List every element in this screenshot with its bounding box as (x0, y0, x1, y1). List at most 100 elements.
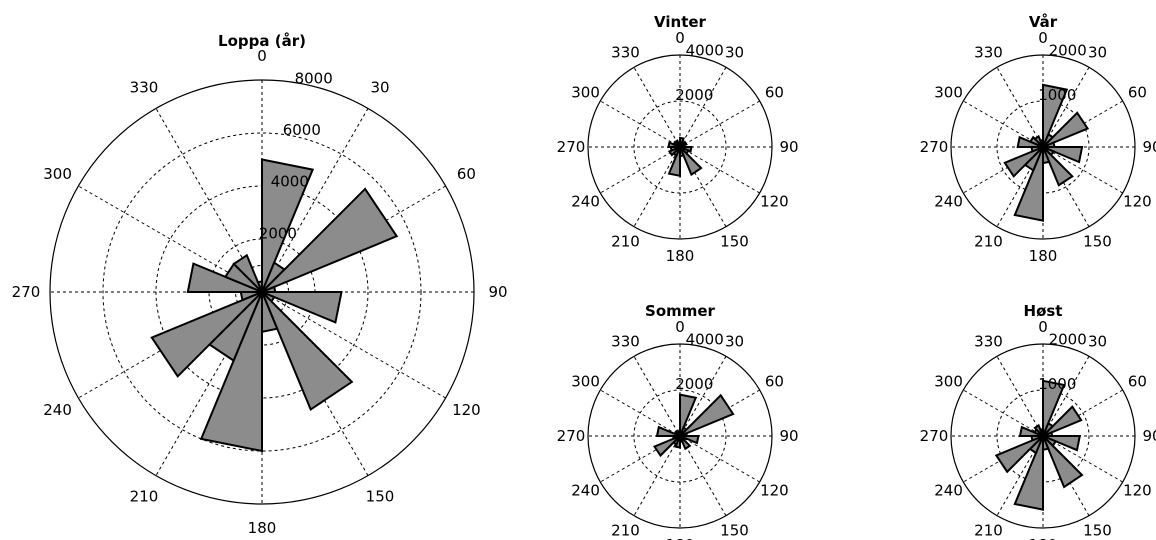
polar-chart-4: 0 30 60 90 120 150 180 210 240 270 300 330 1000 2000 H… (920, 302, 1156, 540)
angle-tick-label: 240 (934, 482, 963, 500)
angle-tick-label: 300 (934, 373, 963, 391)
angle-tick-label: 0 (257, 47, 267, 65)
histogram-wedge (679, 435, 692, 451)
angle-tick-label: 180 (1029, 247, 1058, 265)
angle-tick-label: 240 (934, 193, 963, 211)
histogram-wedge (679, 146, 703, 177)
histogram-wedge (1042, 405, 1083, 437)
angle-tick-label: 300 (934, 84, 963, 102)
angle-tick-label: 120 (1123, 193, 1152, 211)
angle-tick-label: 150 (720, 232, 749, 250)
radial-tick-label: 8000 (295, 69, 333, 87)
angle-tick-label: 300 (43, 165, 72, 183)
histogram-wedge (261, 158, 315, 293)
angle-tick-label: 60 (1128, 373, 1147, 391)
radial-tick-label: 1000 (1038, 86, 1076, 104)
angle-tick-label: 210 (974, 232, 1003, 250)
angle-tick-label: 30 (370, 79, 389, 97)
radial-tick-label: 4000 (686, 330, 724, 348)
angle-tick-label: 60 (765, 84, 784, 102)
histogram-wedge (677, 431, 681, 437)
angle-tick-label: 240 (571, 482, 600, 500)
polar-chart-1: 0 30 60 90 120 150 180 210 240 270 300 330 2000 4000 V… (557, 13, 799, 265)
angle-tick-label: 240 (571, 193, 600, 211)
radial-tick-label: 6000 (283, 121, 321, 139)
radial-tick-label: 2000 (259, 224, 297, 242)
polar-chart-3: 0 30 60 90 120 150 180 210 240 270 300 330 2000 4000 S… (557, 302, 799, 540)
histogram-wedge (1042, 83, 1069, 148)
radial-grid-ring (102, 132, 422, 452)
chart-title: Vinter (654, 13, 707, 31)
histogram-wedge (1039, 427, 1044, 437)
histogram-wedge (652, 435, 681, 458)
histogram-wedge (232, 253, 263, 293)
histogram-wedge (1013, 435, 1044, 511)
angle-tick-label: 180 (1029, 536, 1058, 540)
radial-tick-label: 2000 (1049, 41, 1087, 59)
chart-title: Loppa (år) (218, 32, 306, 50)
angle-tick-label: 330 (974, 44, 1003, 62)
angle-tick-label: 120 (760, 193, 789, 211)
angle-tick-label: 0 (1038, 318, 1048, 336)
angle-tick-label: 0 (1038, 29, 1048, 47)
angle-tick-label: 60 (1128, 84, 1147, 102)
angle-tick-label: 270 (920, 138, 949, 156)
angle-tick-label: 270 (920, 427, 949, 445)
angle-tick-label: 210 (974, 521, 1003, 539)
angle-tick-label: 120 (452, 401, 481, 419)
angle-tick-label: 60 (765, 373, 784, 391)
angle-tick-label: 210 (611, 232, 640, 250)
angle-tick-label: 0 (675, 318, 685, 336)
histogram-wedge (261, 187, 399, 293)
radial-tick-label: 4000 (271, 173, 309, 191)
chart-title: Høst (1024, 302, 1063, 320)
histogram-wedge (150, 291, 263, 378)
angle-tick-label: 330 (611, 44, 640, 62)
histogram-wedge (679, 393, 735, 437)
radial-tick-label: 2000 (1049, 330, 1087, 348)
angle-tick-label: 240 (43, 401, 72, 419)
histogram-wedge (1039, 138, 1044, 148)
angle-tick-label: 30 (1088, 333, 1107, 351)
angle-tick-label: 330 (974, 333, 1003, 351)
angle-tick-label: 60 (457, 165, 476, 183)
radial-tick-label: 1000 (1038, 375, 1076, 393)
angle-tick-label: 90 (779, 427, 798, 445)
polar-chart-2: 0 30 60 90 120 150 180 210 240 270 300 330 1000 2000 V… (920, 13, 1156, 265)
histogram-wedge (261, 291, 343, 324)
chart-title: Sommer (645, 302, 716, 320)
angle-tick-label: 180 (666, 247, 695, 265)
histogram-wedge (679, 393, 698, 437)
radial-tick-label: 2000 (675, 86, 713, 104)
histogram-wedge (261, 291, 354, 412)
angle-tick-label: 30 (725, 333, 744, 351)
histogram-wedge (256, 280, 263, 293)
angle-tick-label: 270 (557, 138, 586, 156)
angle-tick-label: 0 (675, 29, 685, 47)
angle-tick-label: 180 (248, 519, 277, 537)
angle-tick-label: 150 (1083, 521, 1112, 539)
histogram-wedge (1042, 435, 1084, 489)
angle-tick-label: 300 (571, 373, 600, 391)
angle-tick-label: 90 (1142, 138, 1156, 156)
angle-tick-label: 330 (611, 333, 640, 351)
histogram-wedge (1003, 146, 1044, 178)
angle-tick-label: 270 (557, 427, 586, 445)
angle-tick-label: 270 (12, 283, 41, 301)
angle-tick-label: 330 (130, 79, 159, 97)
angle-tick-label: 120 (1123, 482, 1152, 500)
angle-tick-label: 150 (1083, 232, 1112, 250)
angle-tick-label: 210 (130, 487, 159, 505)
angle-tick-label: 30 (725, 44, 744, 62)
angle-tick-label: 90 (1142, 427, 1156, 445)
histogram-wedge (1042, 146, 1074, 187)
angle-tick-label: 180 (666, 536, 695, 540)
angle-tick-label: 210 (611, 521, 640, 539)
histogram-wedge (1042, 111, 1090, 148)
polar-chart-0: 0 30 60 90 120 150 180 210 240 270 300 330 2000 4000 6… (12, 32, 508, 537)
angle-tick-label: 300 (571, 84, 600, 102)
angle-tick-label: 90 (488, 283, 507, 301)
angle-tick-label: 120 (760, 482, 789, 500)
histogram-wedge (676, 141, 681, 148)
